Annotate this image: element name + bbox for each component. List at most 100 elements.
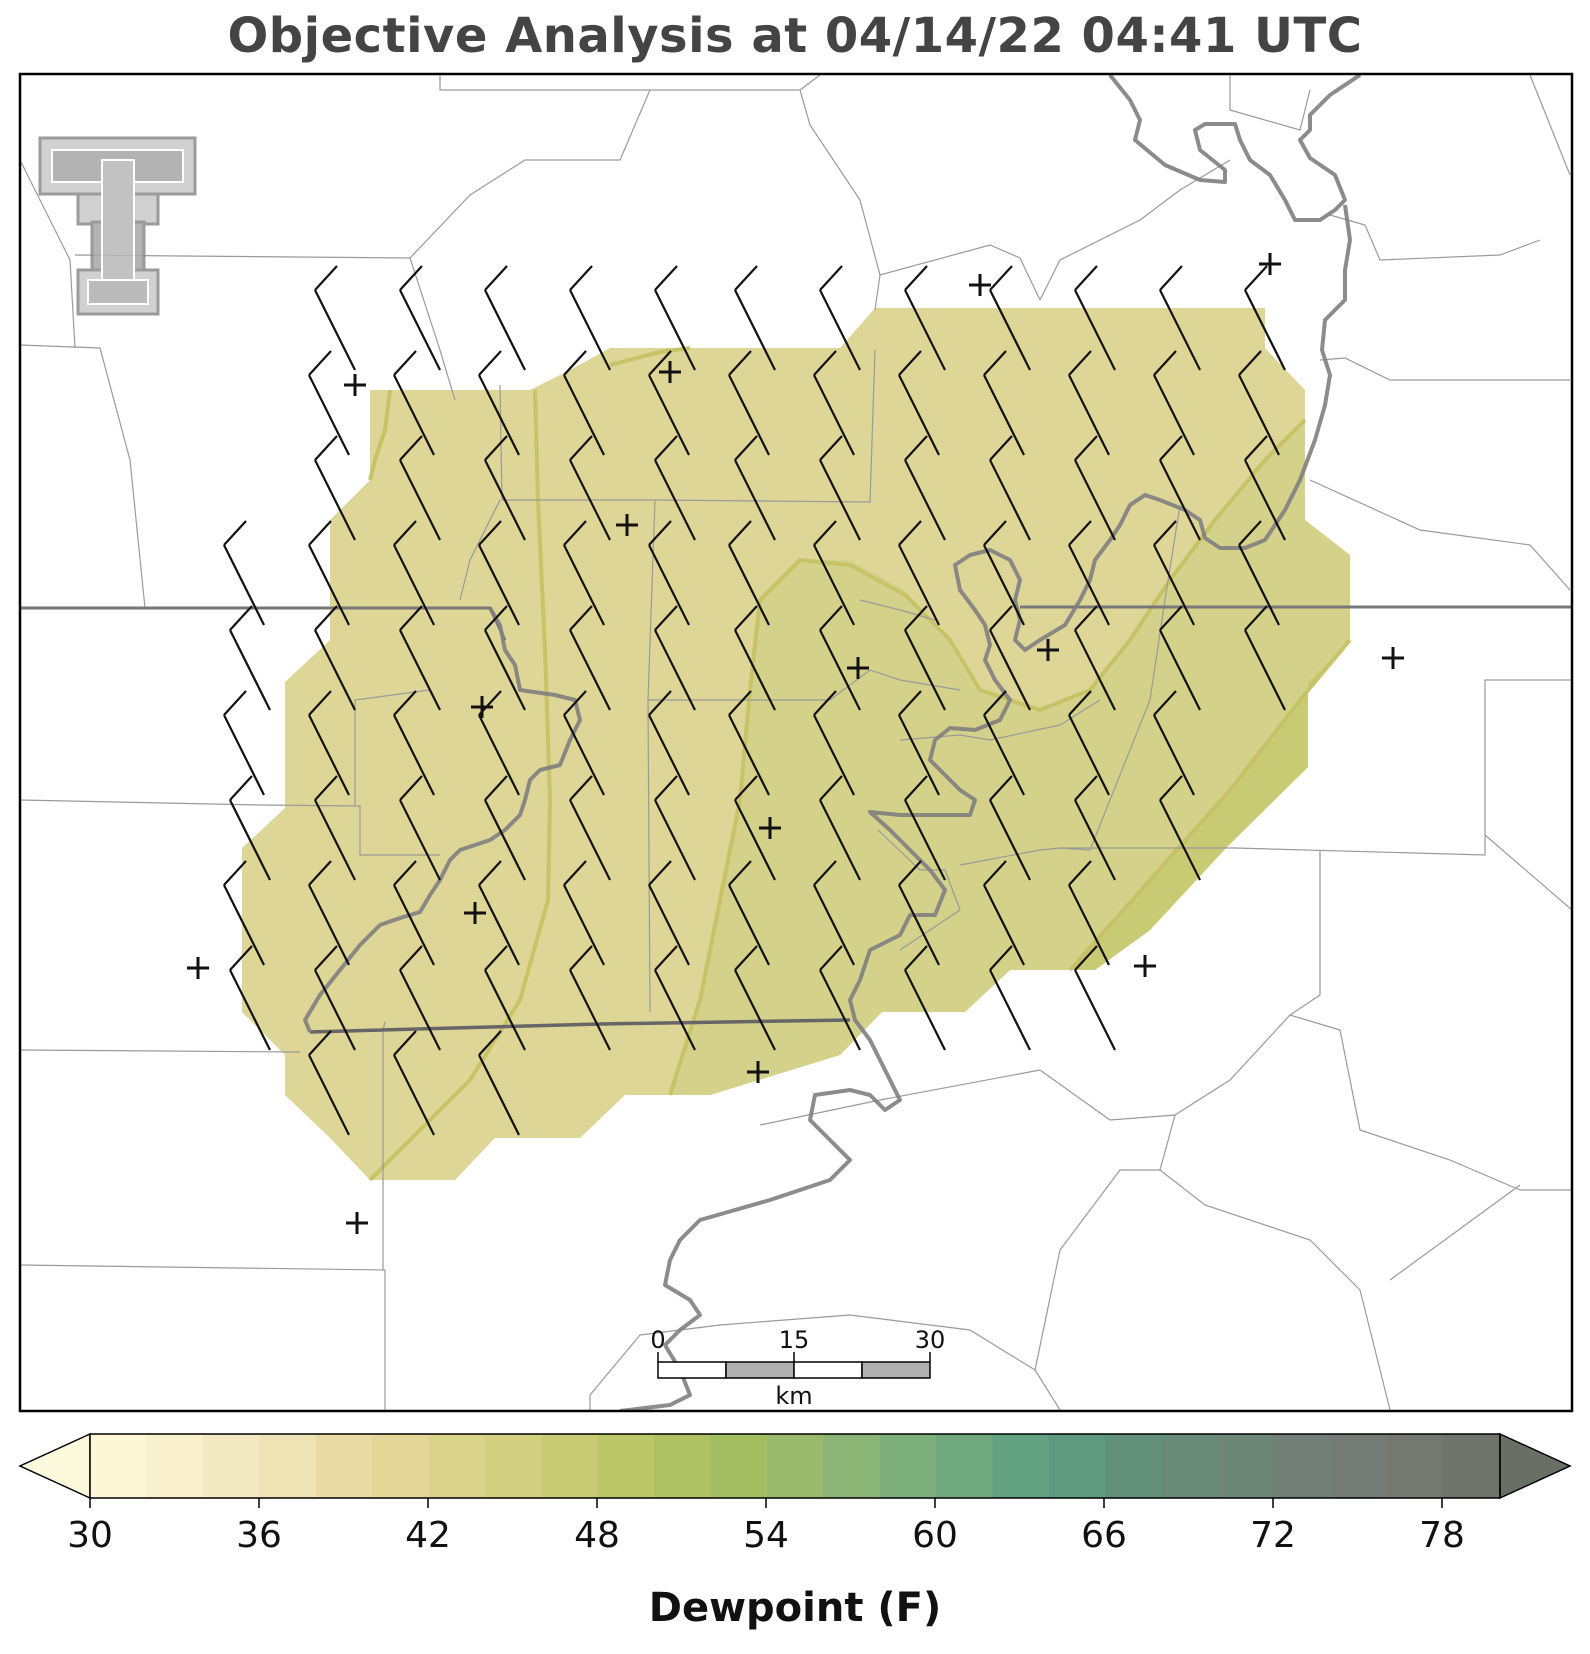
scale-bar-label-15: 15: [779, 1326, 810, 1354]
wind-barb-flag: [983, 860, 1007, 886]
wind-barb-flag: [314, 435, 338, 461]
wind-barb-staff: [1068, 884, 1110, 966]
wind-barb-staff: [728, 714, 770, 796]
wind-barb-flag: [399, 435, 423, 461]
wind-barb-staff: [1068, 714, 1110, 796]
wind-barb-flag: [563, 860, 587, 886]
wind-barb-staff: [1153, 374, 1195, 456]
wind-barb-staff: [819, 969, 861, 1051]
wind-barb-staff: [314, 969, 356, 1051]
colorbar-swatch: [202, 1434, 260, 1498]
wind-barb-staff: [648, 544, 690, 626]
wind-barb-staff: [654, 969, 696, 1051]
wind-barb-staff: [654, 629, 696, 711]
wind-barb-staff: [478, 544, 520, 626]
colorbar-swatch: [259, 1434, 317, 1498]
contour-line-42: [368, 389, 392, 481]
colorbar-tick-42: 42: [405, 1515, 451, 1556]
wind-barb-staff: [563, 544, 605, 626]
scale-bar-label-30: 30: [915, 1326, 946, 1354]
colorbar-max-extend-triangle: [1499, 1432, 1572, 1500]
wind-barb-flag: [223, 690, 247, 716]
wind-barb-flag: [819, 435, 843, 461]
wind-barb-flag: [728, 860, 752, 886]
wind-barb-staff: [654, 459, 696, 541]
wind-barb-flag: [1244, 605, 1268, 631]
wind-barb-flag: [734, 775, 758, 801]
wind-barb-staff: [1159, 459, 1201, 541]
wind-barb-staff: [399, 289, 441, 371]
colorbar-swatch: [823, 1434, 881, 1498]
wind-barb-staff: [484, 289, 526, 371]
wind-barb-flag: [1153, 350, 1177, 376]
wind-barb-staff: [813, 714, 855, 796]
dewpoint-colorbar: [18, 1432, 1572, 1508]
wind-barb-staff: [1074, 289, 1116, 371]
wind-barb-flag: [393, 520, 417, 546]
wind-barb-staff: [813, 884, 855, 966]
colorbar-swatch: [1330, 1434, 1388, 1498]
wind-barb-staff: [819, 289, 861, 371]
wind-barb-staff: [1159, 289, 1201, 371]
wind-barb-flag: [569, 435, 593, 461]
wind-barb-staff: [308, 714, 350, 796]
wind-barb-flag: [308, 860, 332, 886]
scale-bar: 0 15 30 km: [650, 1326, 945, 1410]
wind-barb-flag: [983, 520, 1007, 546]
wind-barb-flag: [1068, 350, 1092, 376]
wind-barb-staff: [983, 374, 1025, 456]
wind-barb-staff: [399, 629, 441, 711]
wind-barb-flag: [1244, 265, 1268, 291]
wind-barb-staff: [569, 459, 611, 541]
wind-barb-flag: [478, 860, 502, 886]
colorbar-tick-30: 30: [67, 1515, 113, 1556]
colorbar-label: Dewpoint (F): [648, 1585, 942, 1631]
wind-barb-flag: [1074, 435, 1098, 461]
wind-barb-flag: [898, 690, 922, 716]
wind-barb-staff: [983, 714, 1025, 796]
wind-barb-staff: [1159, 799, 1201, 881]
wind-barb-staff: [1238, 544, 1280, 626]
wind-barb-staff: [569, 629, 611, 711]
dewpoint-fill-mid: [670, 420, 1350, 1095]
colorbar-swatch: [1387, 1434, 1445, 1498]
wind-barb-flag: [1159, 435, 1183, 461]
wind-barb-staff: [1244, 629, 1286, 711]
scale-bar-label-0: 0: [650, 1326, 665, 1354]
wind-barb-staff: [734, 969, 776, 1051]
wind-barb-flag: [1068, 520, 1092, 546]
wind-barb-staff: [1074, 969, 1116, 1051]
contour-line-42: [609, 346, 691, 367]
colorbar-swatch: [992, 1434, 1050, 1498]
wind-barb-flag: [478, 1030, 502, 1056]
wind-barb-staff: [898, 544, 940, 626]
wind-barb-staff: [1074, 459, 1116, 541]
wind-barb-staff: [728, 884, 770, 966]
wind-barb-flag: [813, 520, 837, 546]
wind-barb-flag: [314, 605, 338, 631]
wind-barb-flag: [1068, 860, 1092, 886]
wind-barb-flag: [898, 350, 922, 376]
colorbar-frame: [89, 1433, 1501, 1499]
colorbar-tick-48: 48: [574, 1515, 620, 1556]
wind-barb-flag: [393, 860, 417, 886]
wind-barb-flag: [484, 265, 508, 291]
colorbar-min-extend-triangle: [18, 1432, 91, 1500]
wind-barb-flag: [478, 350, 502, 376]
wind-barb-flag: [399, 775, 423, 801]
wind-barb-staff: [1068, 544, 1110, 626]
scale-bar-unit: km: [775, 1382, 812, 1410]
wind-barb-flag: [819, 605, 843, 631]
colorbar-swatch: [1105, 1434, 1163, 1498]
wind-barb-staff: [484, 459, 526, 541]
wind-barb-staff: [989, 969, 1031, 1051]
wind-barb-flag: [648, 520, 672, 546]
wind-barb-staff: [813, 544, 855, 626]
wind-barb-flag: [563, 520, 587, 546]
wind-barb-staff: [904, 799, 946, 881]
wind-barb-flag: [308, 690, 332, 716]
colorbar-swatch: [597, 1434, 655, 1498]
wind-barb-staff: [1074, 799, 1116, 881]
colorbar-swatch: [484, 1434, 542, 1498]
wind-barb-staff: [314, 799, 356, 881]
